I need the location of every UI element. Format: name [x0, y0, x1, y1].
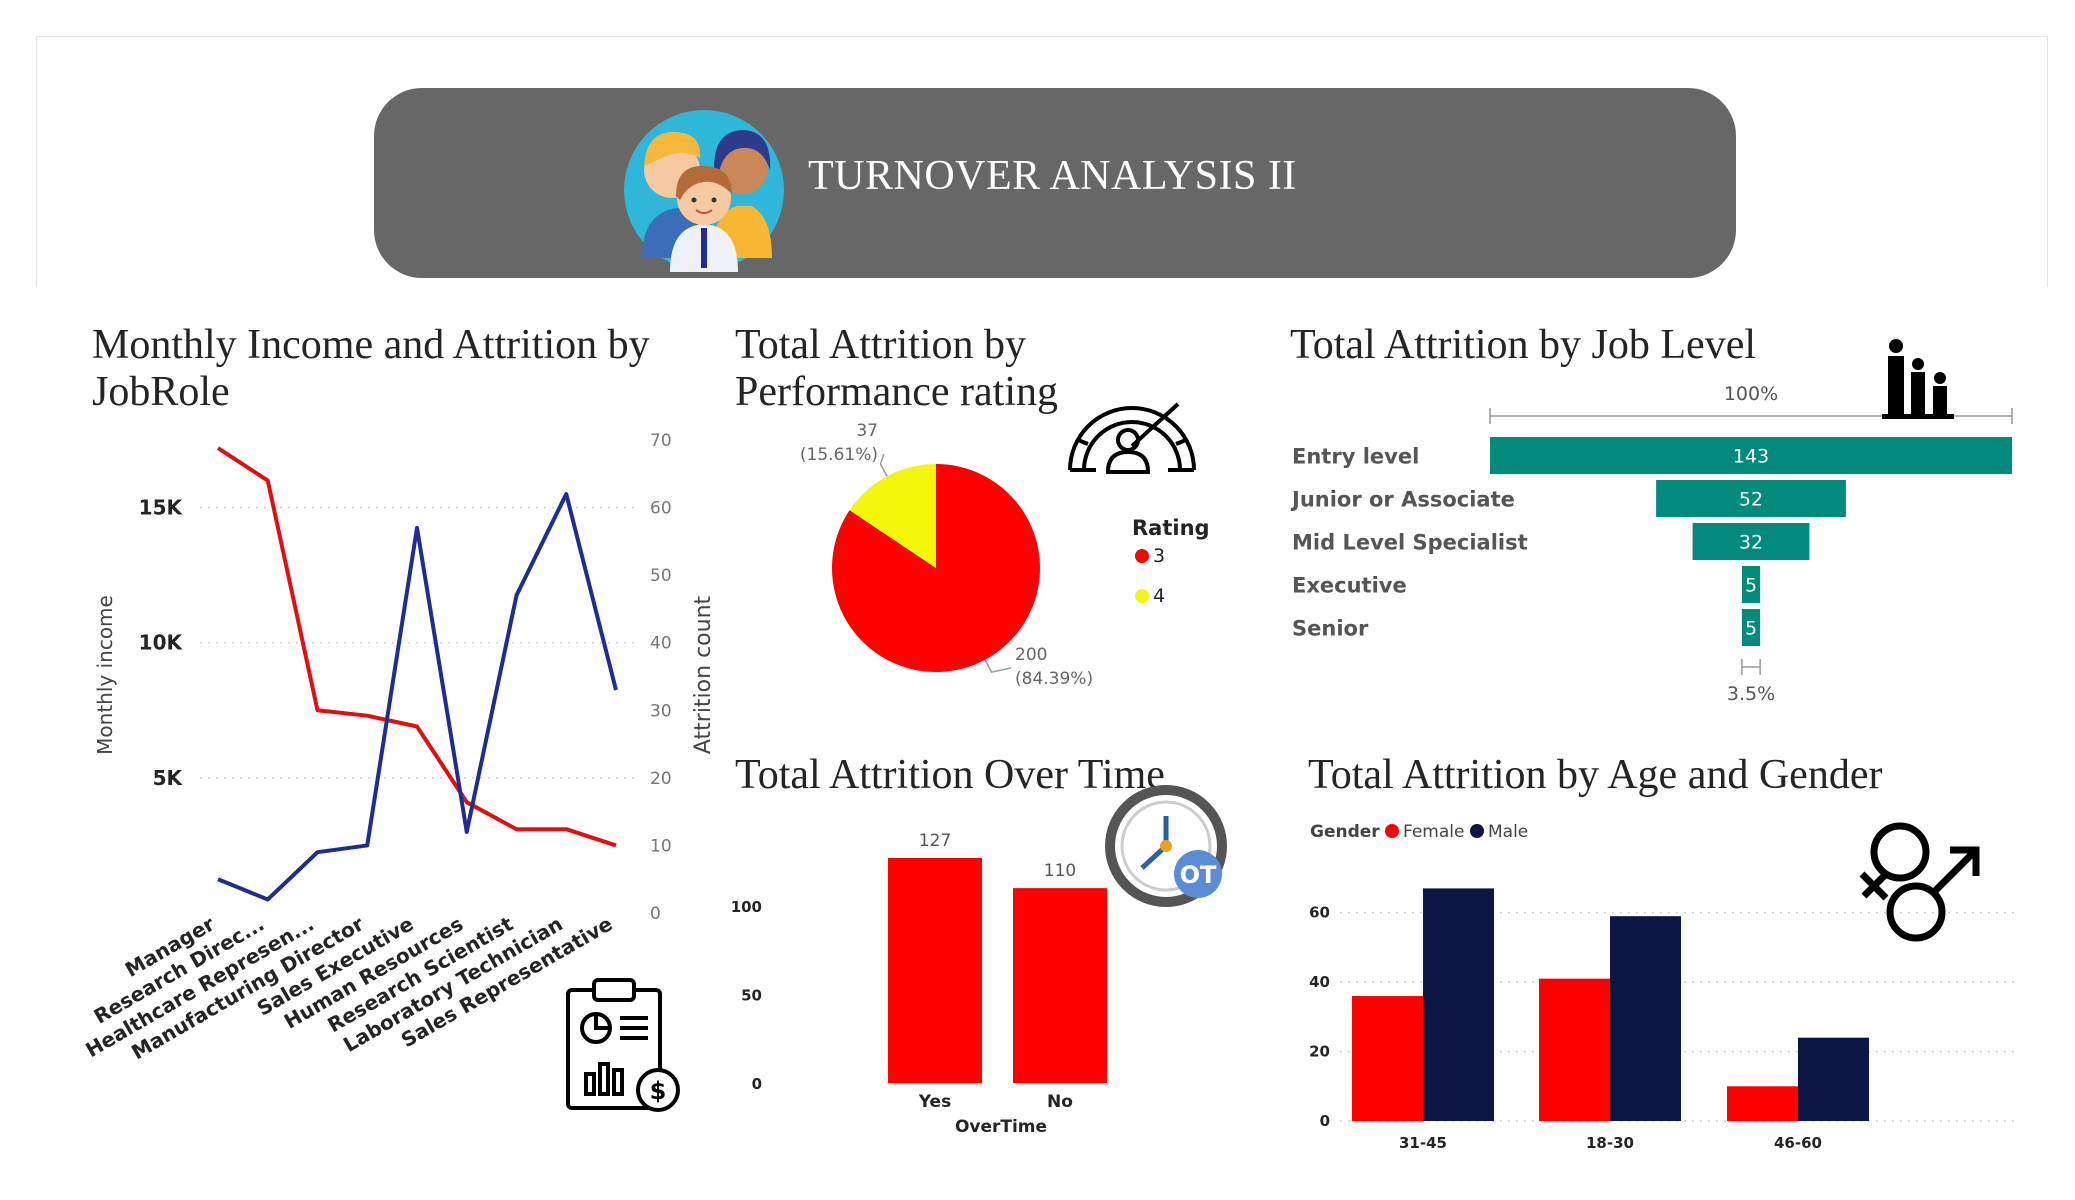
funnel-bar: [1741, 566, 1761, 603]
funnel-bar: [1741, 609, 1761, 646]
funnel-value-label: 143: [1733, 446, 1769, 468]
dashboard-frame: [36, 36, 2048, 287]
attrition-y2-axis-label: Attrition count: [691, 595, 716, 754]
age-gender-bar: [1539, 978, 1610, 1121]
svg-text:$: $: [650, 1077, 667, 1105]
overtime-chart-title: Total Attrition Over Time: [735, 752, 1165, 798]
rating-legend-title: Rating: [1132, 516, 1210, 540]
performance-gauge-icon: [1068, 402, 1196, 474]
overtime-bar: [1013, 888, 1107, 1083]
age-gender-bar: [1610, 916, 1681, 1121]
y2-tick-label: 70: [650, 431, 672, 451]
header-banner: [374, 88, 1736, 278]
y2-tick-label: 20: [650, 769, 672, 789]
funnel-value-label: 52: [1739, 489, 1763, 511]
team-avatar-icon: [624, 110, 784, 272]
age-gender-chart-title: Total Attrition by Age and Gender: [1308, 752, 1883, 798]
legend-marker: [1135, 549, 1149, 563]
y2-tick-label: 30: [650, 701, 672, 721]
pie-leader-line: [984, 659, 1012, 673]
legend-marker: [1385, 824, 1399, 838]
legend-label: 4: [1153, 585, 1165, 607]
y-tick-label: 0: [752, 1075, 762, 1093]
performance-chart-title: Total Attrition by Performance rating: [735, 322, 1059, 415]
funnel-category-label: Entry level: [1292, 445, 1419, 469]
age-gender-bar: [1352, 996, 1423, 1121]
y2-tick-label: 40: [650, 634, 672, 654]
funnel-bar: [1692, 523, 1810, 560]
pie-value-label: 200: [1015, 645, 1047, 665]
bar-value-label: 127: [919, 831, 951, 851]
y2-tick-label: 10: [650, 836, 672, 856]
bar-value-label: 110: [1044, 861, 1076, 881]
income-chart-title: Monthly Income and Attrition by JobRole: [92, 322, 650, 415]
age-gender-bar: [1798, 1037, 1869, 1121]
funnel-value-label: 5: [1745, 618, 1757, 640]
legend-label: 3: [1153, 545, 1165, 567]
pie-slice: [849, 464, 936, 568]
legend-label: Female: [1403, 822, 1464, 842]
y-tick-label: 20: [1309, 1043, 1330, 1061]
overtime-bar-chart: 100 50 0 127 Yes 110 No OverTime: [731, 831, 1107, 1137]
x-tick-label: Yes: [918, 1092, 951, 1112]
x-tick-label: 18-30: [1586, 1134, 1634, 1152]
funnel-category-label: Mid Level Specialist: [1292, 531, 1528, 555]
y-tick-label: 0: [1320, 1112, 1330, 1130]
series-line: [216, 446, 617, 848]
legend-marker: [1470, 824, 1484, 838]
age-gender-bar: [1423, 888, 1494, 1121]
age-gender-bar: [1727, 1086, 1798, 1121]
funnel-bar: [1656, 480, 1846, 517]
hierarchy-people-icon: [1882, 339, 1954, 419]
job-level-chart-title: Total Attrition by Job Level: [1290, 322, 1756, 368]
pie-percent-label: (84.39%): [1015, 669, 1093, 689]
y-tick-label: 10K: [139, 631, 184, 655]
gender-legend-title: Gender: [1310, 822, 1380, 842]
y-tick-label: 15K: [139, 496, 184, 520]
pie-leader-line: [879, 453, 888, 477]
funnel-top-percent: 100%: [1724, 383, 1778, 405]
income-line-chart: Monthly income Attrition count 15K10K5K …: [81, 431, 716, 1064]
overtime-bar: [888, 858, 982, 1083]
y2-tick-label: 0: [650, 904, 661, 924]
x-tick-label: 31-45: [1399, 1134, 1447, 1152]
performance-pie-chart: 200 (84.39%) 37 (15.61%) Rating 3 4: [800, 421, 1210, 689]
funnel-bottom-percent: 3.5%: [1727, 683, 1775, 705]
y2-tick-label: 50: [650, 566, 672, 586]
income-y-axis-label: Monthly income: [93, 595, 117, 755]
funnel-value-label: 32: [1739, 532, 1763, 554]
funnel-category-label: Senior: [1292, 617, 1369, 641]
funnel-category-label: Executive: [1292, 574, 1407, 598]
job-level-funnel-chart: 100% Entry level 143 Junior or Associate 52…: [1290, 383, 2013, 705]
funnel-value-label: 5: [1745, 575, 1757, 597]
y-tick-label: 60: [1309, 904, 1330, 922]
svg-text:OT: OT: [1180, 861, 1217, 889]
funnel-bar: [1490, 437, 2012, 474]
overtime-x-axis-label: OverTime: [955, 1117, 1047, 1137]
age-gender-bar-chart: Gender Female Male 60 40 20 0 31-45 18-30 46-6…: [1309, 822, 2015, 1152]
y-tick-label: 50: [741, 986, 762, 1004]
x-tick-label: 46-60: [1774, 1134, 1822, 1152]
y-tick-label: 100: [731, 898, 762, 916]
pie-percent-label: (15.61%): [800, 445, 878, 465]
series-line: [217, 492, 618, 902]
y-tick-label: 5K: [153, 766, 184, 790]
y-tick-label: 40: [1309, 973, 1330, 991]
legend-label: Male: [1488, 822, 1528, 842]
pie-slice: [832, 464, 1040, 673]
funnel-category-label: Junior or Associate: [1290, 488, 1515, 512]
legend-marker: [1135, 589, 1149, 603]
x-tick-label: No: [1047, 1092, 1073, 1112]
overtime-clock-icon: OT: [1105, 785, 1227, 907]
gender-symbol-icon: [1859, 822, 1980, 942]
pie-value-label: 37: [856, 421, 878, 441]
y2-tick-label: 60: [650, 499, 672, 519]
financial-report-icon: $: [566, 978, 680, 1112]
page-title: TURNOVER ANALYSIS II: [808, 153, 1297, 199]
